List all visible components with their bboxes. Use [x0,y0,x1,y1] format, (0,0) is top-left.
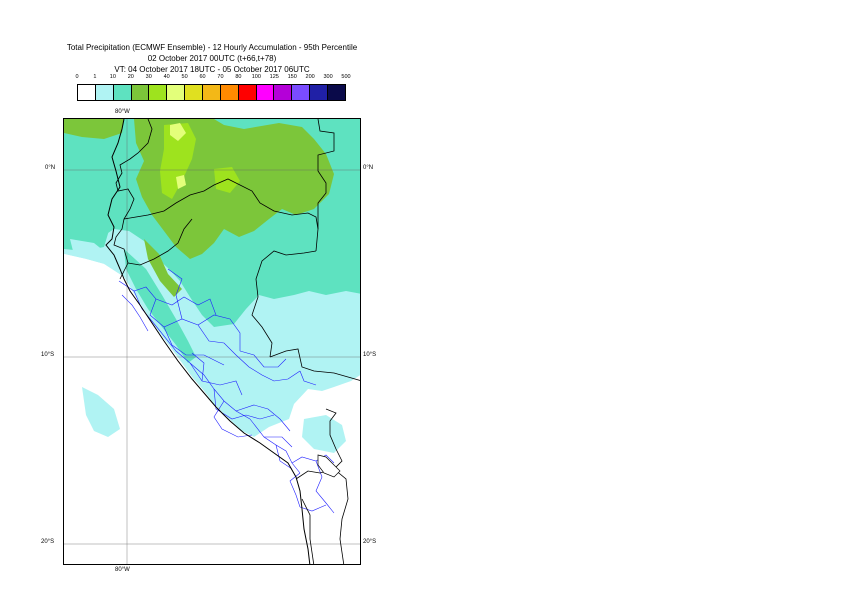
title-block: Total Precipitation (ECMWF Ensemble) - 1… [0,42,424,75]
legend-swatch [203,85,221,100]
chart-title: Total Precipitation (ECMWF Ensemble) - 1… [66,43,358,52]
lon-label-bottom: 80°W [115,567,130,573]
graticule [64,119,360,564]
legend-swatch [310,85,329,100]
legend-swatch [238,85,257,100]
color-legend: 0 1 10 20 30 40 50 60 70 80 100 125 150 200 300 500 [75,74,351,102]
legend-swatch [274,85,293,100]
lake-titicaca [317,454,341,478]
precip-green-strip [144,239,182,297]
map-svg [64,119,360,564]
lat-label-10-left: 10°S [41,352,55,358]
legend-swatch [78,85,96,100]
legend-labels: 0 1 10 20 30 40 50 60 70 80 100 125 150 200 300 500 [75,74,350,83]
lat-label-0-left: 0°N [45,165,56,171]
precip-offshore-patch-3 [82,387,120,437]
lat-label-10-right: 10°S [363,352,377,358]
legend-label: 125 [269,74,279,80]
precip-offshore-patch-4 [70,239,104,259]
base-time: 02 October 2017 00UTC (t+66,t+78) [147,54,277,63]
lat-label-20-left: 20°S [41,539,55,545]
sea-area [64,254,310,564]
legend-swatch [149,85,168,100]
legend-label: 1 [93,74,97,80]
legend-label: 30 [145,74,152,80]
lat-label-0-right: 0°N [363,165,374,171]
legend-swatch [220,85,239,100]
legend-label: 500 [341,74,351,80]
lat-label-20-right: 20°S [363,539,377,545]
legend-label: 50 [181,74,188,80]
legend-label: 40 [163,74,170,80]
precip-yellow-spot-2 [176,175,186,189]
precip-green-nw [64,119,124,139]
legend-swatch [131,85,150,100]
legend-swatch [95,85,114,100]
legend-label: 60 [199,74,206,80]
legend-bar [77,84,346,101]
legend-swatch [167,85,186,100]
legend-swatch [185,85,204,100]
legend-label: 80 [235,74,242,80]
legend-swatch [292,85,311,100]
country-borders [113,119,360,564]
legend-label: 0 [75,74,79,80]
precip-south-patch [302,415,346,453]
legend-label: 10 [109,74,116,80]
precip-yellow-spot [170,123,186,141]
legend-label: 20 [127,74,134,80]
lon-label-top: 80°W [115,109,130,115]
legend-label: 200 [305,74,315,80]
legend-label: 100 [251,74,261,80]
legend-swatch [113,85,132,100]
legend-label: 150 [287,74,297,80]
coastline [105,119,311,564]
legend-label: 300 [323,74,333,80]
precip-lime-area [160,123,196,199]
legend-label: 70 [217,74,224,80]
precip-teal-west [124,249,196,363]
precipitation-map [63,118,361,565]
precip-lime-area-2 [214,167,240,193]
legend-swatch [256,85,275,100]
valid-time: VT: 04 October 2017 18UTC - 05 October 2… [114,65,310,74]
admin-boundaries [118,268,335,514]
legend-swatch [328,85,345,100]
